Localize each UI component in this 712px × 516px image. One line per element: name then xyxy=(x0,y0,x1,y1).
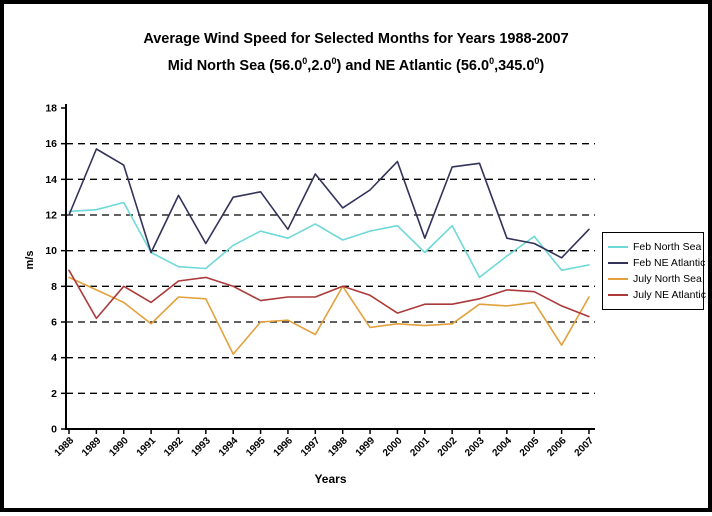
x-tick-label: 1996 xyxy=(272,435,296,459)
x-tick-label: 2000 xyxy=(381,435,405,459)
chart-title-line2: Mid North Sea (56.00,2.00) and NE Atlant… xyxy=(4,50,708,77)
legend-item: July North Sea xyxy=(608,271,702,287)
x-tick-label: 1994 xyxy=(217,435,241,459)
title-text-part: ) xyxy=(539,57,545,74)
title-text-part: ,2.0 xyxy=(307,57,332,74)
legend-line-swatch xyxy=(608,262,628,264)
legend-item-label: July NE Atlantic xyxy=(633,289,706,301)
legend-line-swatch xyxy=(608,246,628,248)
chart-title: Average Wind Speed for Selected Months f… xyxy=(4,28,708,77)
y-tick-label: 14 xyxy=(45,174,57,186)
x-tick-label: 2001 xyxy=(408,435,432,459)
x-tick-label: 1989 xyxy=(80,435,104,459)
y-tick-label: 2 xyxy=(51,388,57,400)
x-tick-label: 1999 xyxy=(354,435,378,459)
y-tick-label: 12 xyxy=(45,210,57,222)
title-superscript: 0 xyxy=(489,56,495,66)
x-axis-title: Years xyxy=(314,472,347,486)
series-line-feb-ne-atlantic xyxy=(68,148,590,259)
x-tick-label: 1997 xyxy=(299,435,323,459)
title-text-part: Mid North Sea (56.0 xyxy=(167,57,303,74)
legend-item-label: Feb NE Atlantic xyxy=(633,257,706,269)
legend: Feb North Sea Feb NE Atlantic July North S… xyxy=(602,232,706,310)
y-tick-label: 18 xyxy=(45,103,57,115)
y-tick-label: 0 xyxy=(51,424,57,436)
title-superscript: 0 xyxy=(534,56,540,66)
x-tick-label: 2004 xyxy=(490,435,514,459)
y-tick-label: 4 xyxy=(51,352,57,364)
y-tick-label: 6 xyxy=(51,317,57,329)
y-tick-label: 8 xyxy=(51,281,57,293)
x-tick-label: 2007 xyxy=(573,435,597,459)
x-tick-label: 1990 xyxy=(107,435,131,459)
title-superscript: 0 xyxy=(331,56,337,66)
series-line-july-ne-atlantic xyxy=(68,269,590,320)
legend-item-label: Feb North Sea xyxy=(633,241,702,253)
legend-item: Feb NE Atlantic xyxy=(608,255,705,271)
x-tick-label: 1991 xyxy=(135,435,159,459)
y-axis-title: m/s xyxy=(24,250,36,270)
title-text-part: ,345.0 xyxy=(494,57,535,74)
x-tick-label: 2005 xyxy=(518,435,542,459)
series-line-july-north-sea xyxy=(68,276,590,355)
x-tick-label: 1992 xyxy=(162,435,186,459)
y-tick-label: 16 xyxy=(45,138,57,150)
title-text-part: ) and NE Atlantic (56.0 xyxy=(336,57,490,74)
title-superscript: 0 xyxy=(302,56,308,66)
legend-item-label: July North Sea xyxy=(633,273,702,285)
x-tick-label: 2006 xyxy=(545,435,569,459)
legend-line-swatch xyxy=(608,278,628,280)
chart-title-line1: Average Wind Speed for Selected Months f… xyxy=(143,31,569,47)
legend-item: Feb North Sea xyxy=(608,239,702,255)
x-tick-label: 2002 xyxy=(436,435,460,459)
x-tick-label: 1993 xyxy=(189,435,213,459)
y-tick-label: 10 xyxy=(45,245,57,257)
legend-item: July NE Atlantic xyxy=(608,287,706,303)
x-tick-label: 2003 xyxy=(463,435,487,459)
x-tick-label: 1995 xyxy=(244,435,268,459)
x-tick-label: 1998 xyxy=(326,435,350,459)
x-tick-label: 1988 xyxy=(53,435,77,459)
legend-line-swatch xyxy=(608,294,628,296)
series-line-feb-north-sea xyxy=(68,201,590,279)
